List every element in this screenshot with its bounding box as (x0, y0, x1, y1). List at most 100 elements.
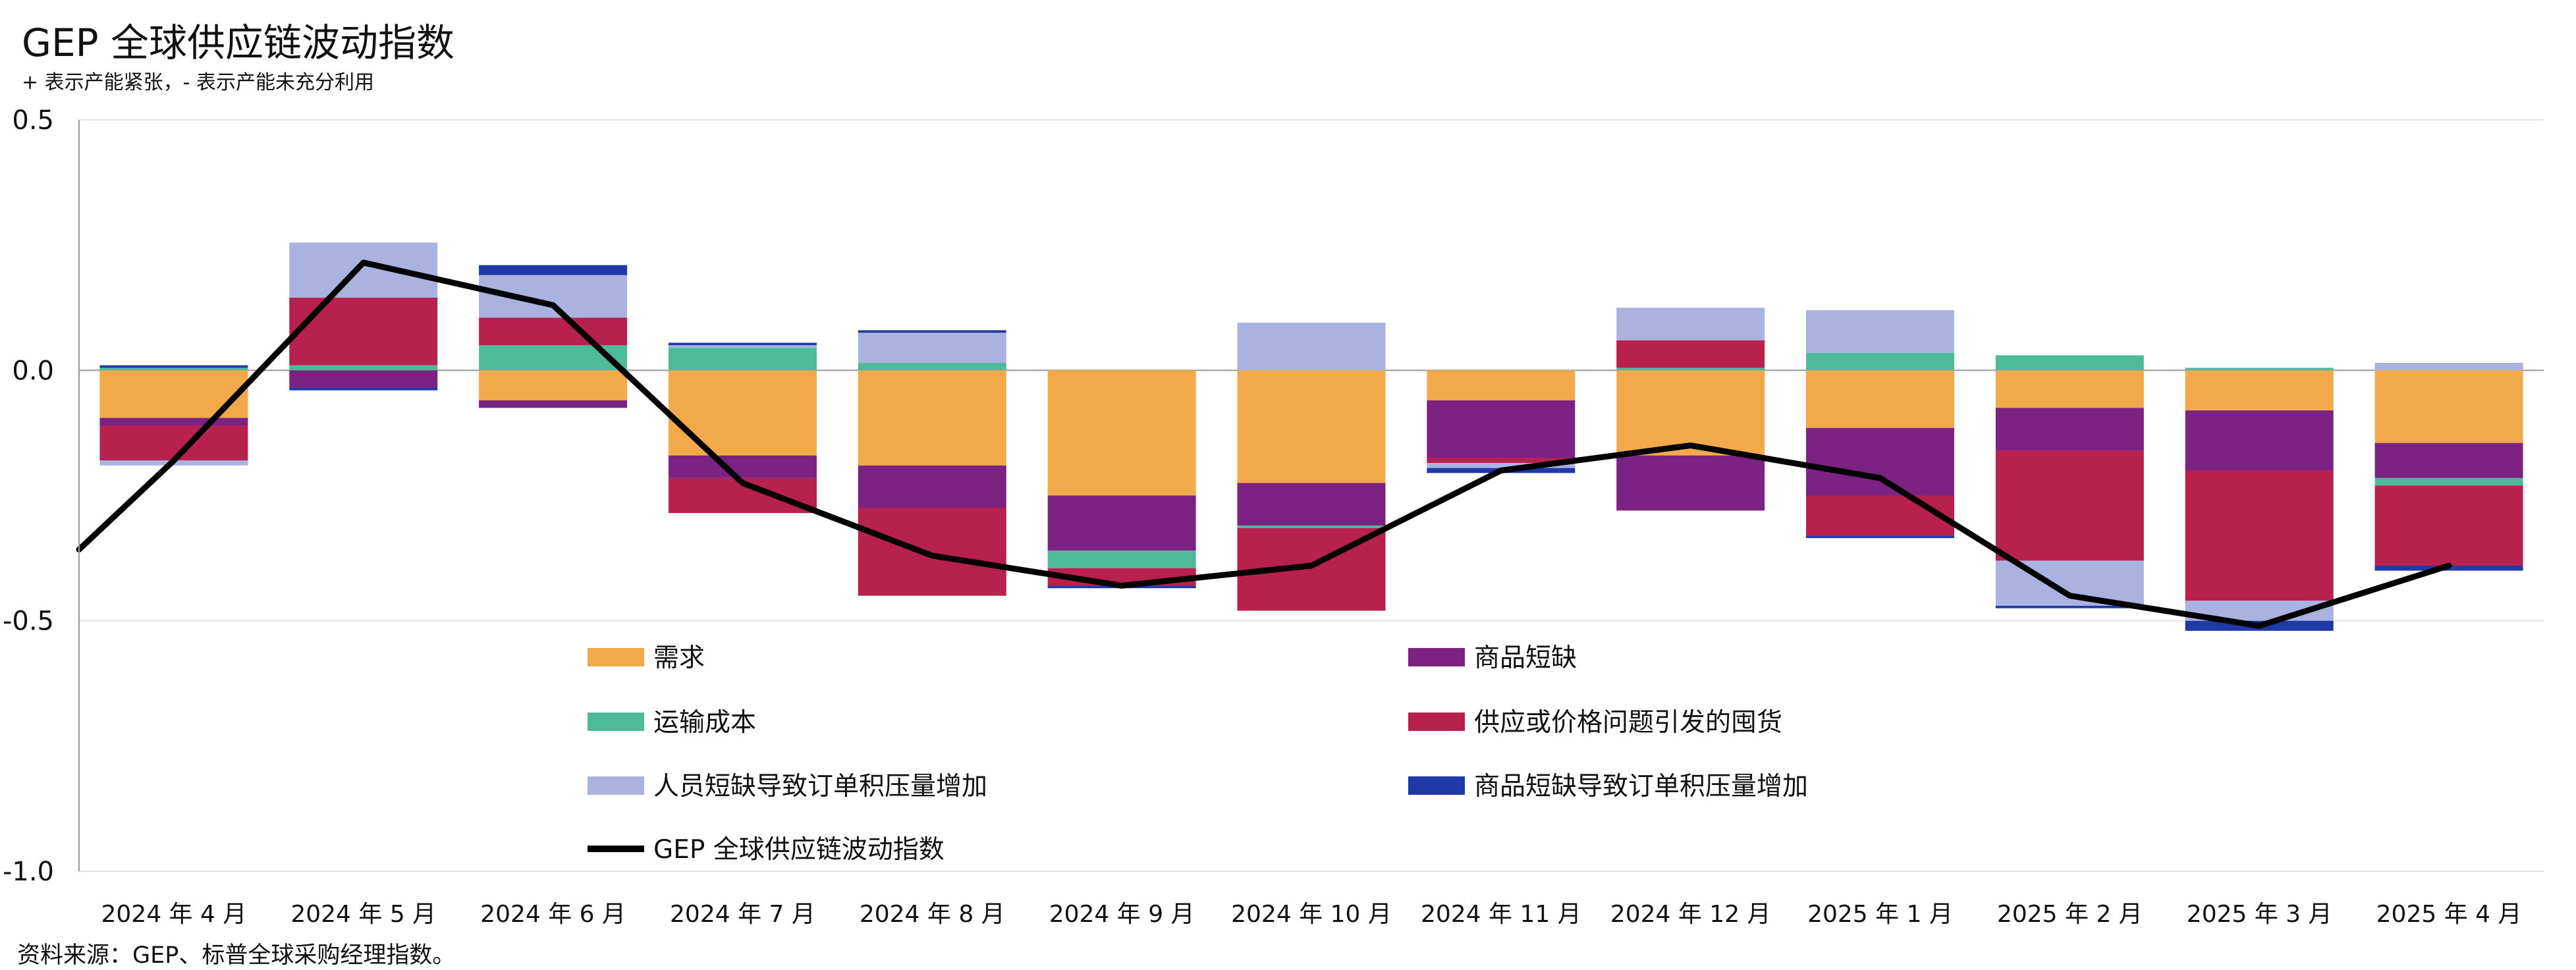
bar-segment (1047, 370, 1196, 496)
bar-segment (1237, 483, 1386, 526)
legend-swatch (588, 648, 644, 666)
bar-segment (1237, 323, 1386, 371)
bar-segment (2374, 443, 2523, 478)
bar-segment (2374, 477, 2523, 486)
x-tick-label: 2024 年 12 月 (1610, 901, 1771, 928)
x-tick-label: 2024 年 4 月 (101, 901, 246, 928)
bar-segment (289, 387, 438, 391)
legend-swatch (1408, 713, 1465, 731)
bar-segment (858, 330, 1006, 333)
bar-segment (99, 367, 248, 371)
legend-swatch (1408, 776, 1465, 795)
bar-segment (1995, 355, 2144, 371)
bar-segment (2374, 485, 2523, 566)
bar-segment (479, 370, 628, 400)
bar-segment (1995, 450, 2144, 561)
chart-title: GEP 全球供应链波动指数 (22, 20, 455, 65)
bar-segment (1047, 551, 1196, 568)
bar-segment (1427, 370, 1576, 400)
bar-segment (1047, 495, 1196, 551)
bar-segment (1995, 370, 2144, 408)
bar-segment (1806, 535, 1955, 539)
source-note: 资料来源：GEP、标普全球采购经理指数。 (17, 942, 456, 969)
legend-label: GEP 全球供应链波动指数 (653, 835, 945, 865)
bar-segment (858, 370, 1006, 466)
x-tick-label: 2025 年 4 月 (2376, 901, 2522, 928)
bar-segment (1616, 367, 1765, 371)
bar-segment (99, 370, 248, 418)
legend-label: 商品短缺 (1474, 643, 1577, 673)
x-tick-label: 2024 年 8 月 (860, 901, 1005, 928)
bar-segment (99, 425, 248, 461)
index-line (76, 259, 2452, 629)
bar-segment (479, 265, 628, 275)
x-tick-label: 2025 年 1 月 (1807, 901, 1953, 928)
bar-segment (858, 508, 1006, 596)
bar-segment (1616, 340, 1765, 368)
bar-segment (99, 365, 248, 368)
bar-segment (858, 465, 1006, 508)
legend-swatch (588, 713, 644, 731)
bar-segment (1995, 560, 2144, 606)
bar-segment (479, 400, 628, 408)
bar-segment (289, 242, 438, 298)
y-tick-label: -0.5 (3, 606, 54, 637)
legend-label: 需求 (653, 643, 705, 673)
bar-segment (1806, 427, 1955, 496)
bar-segment (1237, 370, 1386, 483)
bar-segment (2185, 410, 2334, 471)
bar-segment (2374, 362, 2523, 371)
bar-segment (2185, 370, 2334, 411)
x-tick-label: 2025 年 2 月 (1997, 901, 2143, 928)
x-tick-label: 2024 年 6 月 (480, 901, 626, 928)
x-tick-label: 2024 年 5 月 (290, 901, 436, 928)
x-tick-label: 2024 年 10 月 (1231, 901, 1392, 928)
y-tick-label: 0.0 (12, 356, 54, 386)
legend-swatch (588, 776, 644, 795)
axis-layer: 0.5 0.0 -0.5 -1.0 2024 年 4 月 2024 年 5 月 2024 年… (3, 105, 2522, 928)
bar-segment (1427, 458, 1576, 464)
bar-segment (1427, 463, 1576, 468)
bar-segment (1995, 605, 2144, 608)
legend-label: 运输成本 (653, 708, 756, 738)
bar-segment (2185, 470, 2334, 601)
chart-subtitle: + 表示产能紧张，- 表示产能未充分利用 (22, 71, 375, 94)
bar-segment (289, 298, 438, 365)
bar-segment (1995, 408, 2144, 451)
legend-label: 商品短缺导致订单积压量增加 (1474, 772, 1808, 801)
x-tick-label: 2025 年 3 月 (2187, 901, 2332, 928)
line-layer (76, 259, 2452, 629)
bar-segment (2185, 367, 2334, 371)
bar-layer (99, 242, 2523, 631)
bar-segment (1806, 310, 1955, 353)
legend-swatch (1408, 648, 1465, 666)
bar-segment (668, 345, 817, 348)
bar-segment (479, 317, 628, 346)
bar-segment (1237, 525, 1386, 528)
x-tick-label: 2024 年 11 月 (1421, 901, 1581, 928)
bar-segment (668, 348, 817, 371)
bar-segment (289, 370, 438, 388)
legend-label: 人员短缺导致订单积压量增加 (653, 772, 987, 801)
bar-segment (1806, 352, 1955, 371)
bar-segment (1616, 455, 1765, 511)
bar-segment (1427, 400, 1576, 458)
bar-segment (858, 333, 1006, 363)
bar-segment (668, 370, 817, 456)
bar-segment (99, 418, 248, 426)
bar-segment (2374, 370, 2523, 443)
x-tick-label: 2024 年 7 月 (670, 901, 815, 928)
bar-segment (1616, 370, 1765, 456)
bar-segment (668, 342, 817, 346)
bar-segment (1616, 308, 1765, 340)
bar-segment (668, 455, 817, 478)
bar-segment (858, 362, 1006, 371)
bar-segment (1806, 370, 1955, 428)
y-tick-label: -1.0 (3, 857, 54, 887)
x-tick-label: 2024 年 9 月 (1049, 901, 1195, 928)
bar-segment (1806, 495, 1955, 536)
bar-segment (289, 365, 438, 371)
legend-label: 供应或价格问题引发的囤货 (1474, 708, 1782, 738)
